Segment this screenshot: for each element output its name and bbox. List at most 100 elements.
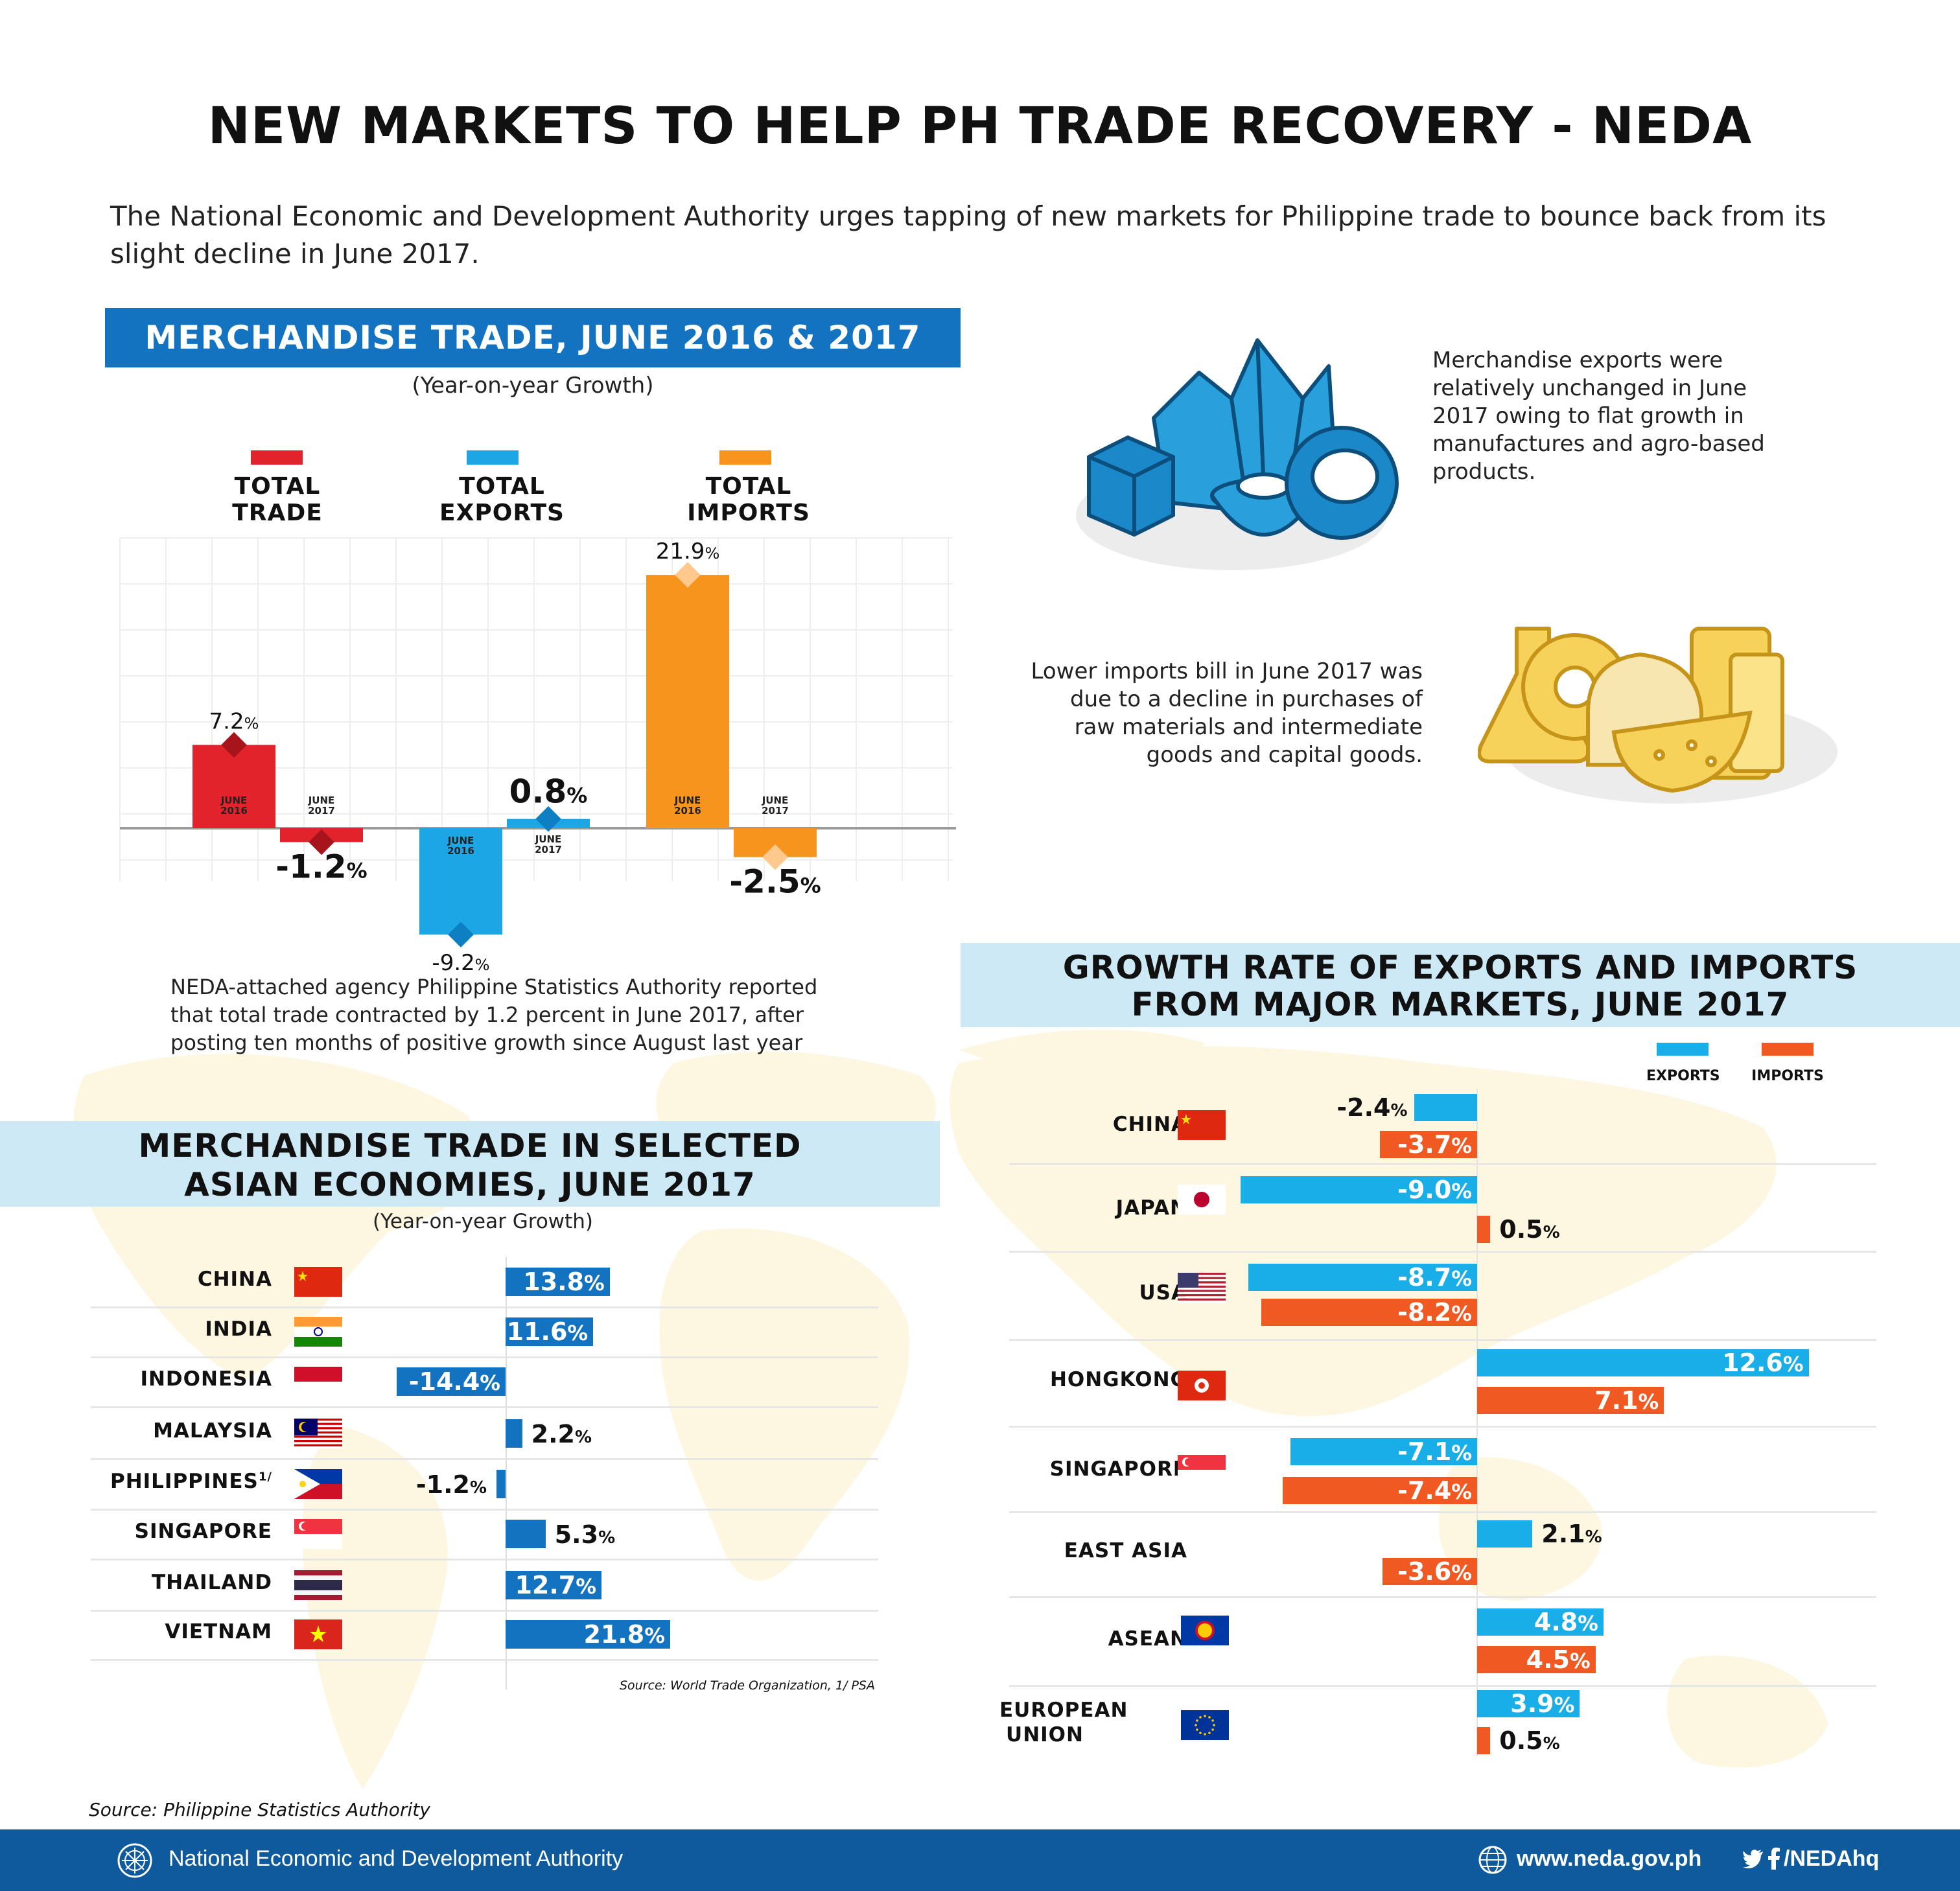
flag-thailand-icon (294, 1570, 342, 1600)
trade-bar-marker-icon (309, 829, 334, 855)
markets-row-label: EUROPEAN UNION (999, 1698, 1128, 1746)
markets-row-label: USA (1139, 1281, 1187, 1305)
markets-row-label: ASEAN (1108, 1627, 1187, 1651)
legend-label: TOTAL EXPORTS (439, 473, 565, 526)
asia-bar (506, 1520, 546, 1548)
trade-chart: 7.2% JUNE 2016 -1.2% JUNE 2017 -9.2% JUNE 2016 0.… (119, 537, 956, 976)
markets-bar-imports-value-label: -3.6% (1397, 1557, 1472, 1586)
asia-row-separator (91, 1356, 878, 1358)
asia-chart-source: Source: World Trade Organization, 1/ PSA (619, 1678, 875, 1693)
legend-label: EXPORTS (1646, 1068, 1720, 1084)
legend-swatch (1762, 1043, 1814, 1056)
imports-illustration (1478, 627, 1838, 804)
asia-bar (506, 1317, 594, 1346)
page-title: NEW MARKETS TO HELP PH TRADE RECOVERY - … (207, 97, 1753, 156)
asia-bar-value-label: 12.7% (515, 1571, 596, 1599)
exports-illustration (1076, 338, 1399, 570)
flag-asean-icon (1181, 1616, 1229, 1645)
markets-chart: CHINA -2.4% -3.7% JAPAN -9.0% 0.5% USA -8.7% -8.… (961, 1089, 1960, 1776)
markets-bar-exports-value-label: -7.1% (1397, 1437, 1472, 1466)
markets-row-separator (1009, 1426, 1876, 1428)
imports-info-text: Lower imports bill in June 2017 was due … (1031, 658, 1423, 768)
legend-swatch (467, 450, 519, 465)
markets-row-label: CHINA (1112, 1112, 1187, 1136)
markets-bar-imports-value-label: 0.5% (1499, 1215, 1560, 1244)
markets-bar-exports-value-label: 2.1% (1541, 1520, 1602, 1548)
markets-bar-imports-value-label: -8.2% (1397, 1298, 1472, 1327)
flag-singapore-icon (1178, 1455, 1226, 1485)
trade-bar-total-exports-2016 (419, 828, 502, 935)
asia-bar (397, 1367, 506, 1396)
flag-china-icon (1178, 1110, 1226, 1140)
markets-row-separator (1009, 1511, 1876, 1513)
footer-website-link[interactable]: www.neda.gov.ph (1517, 1846, 1702, 1871)
markets-bar-exports (1414, 1094, 1477, 1121)
markets-bar-imports-value-label: -7.4% (1397, 1476, 1472, 1505)
flag-india-icon (294, 1317, 342, 1347)
flag-indonesia-icon (294, 1367, 342, 1397)
asia-row-label: VIETNAM (165, 1620, 272, 1643)
flag-european-union-icon (1181, 1710, 1229, 1740)
asia-chart-subtitle: (Year-on-year Growth) (372, 1210, 594, 1233)
markets-bar-imports-value-label: 0.5% (1499, 1726, 1560, 1755)
markets-bar-imports (1477, 1216, 1491, 1243)
asia-chart-axis (506, 1257, 507, 1689)
exports-info-text: Merchandise exports were relatively unch… (1432, 347, 1765, 485)
trade-chart-grid (119, 537, 953, 881)
intro-text: The National Economic and Development Au… (110, 200, 1826, 270)
markets-bar-exports (1477, 1349, 1809, 1376)
markets-bar-exports-value-label: 3.9% (1510, 1689, 1575, 1718)
footer-bar: National Economic and Development Author… (0, 1829, 1960, 1891)
coconut-icon (1285, 426, 1399, 540)
markets-bar-exports-value-label: -2.4% (1336, 1093, 1408, 1122)
markets-bar-imports (1477, 1387, 1664, 1414)
trade-bar-period-tag: JUNE 2016 (674, 795, 701, 817)
markets-bar-imports (1282, 1477, 1477, 1504)
flag-malaysia-icon (294, 1419, 342, 1448)
markets-row-separator (1009, 1163, 1876, 1165)
markets-bar-exports-value-label: -9.0% (1397, 1176, 1472, 1204)
markets-bar-exports (1248, 1264, 1477, 1291)
markets-bar-imports-value-label: 7.1% (1594, 1386, 1659, 1415)
asia-bar-value-label: 13.8% (523, 1268, 605, 1296)
markets-bar-exports (1290, 1438, 1477, 1465)
asia-chart-banner: MERCHANDISE TRADE IN SELECTED ASIAN ECON… (0, 1121, 940, 1207)
trade-bar-period-tag: JUNE 2017 (762, 795, 789, 817)
markets-row-separator (1009, 1251, 1876, 1253)
asia-bar-value-label: -1.2% (415, 1470, 487, 1499)
markets-bar-exports (1477, 1608, 1604, 1636)
trade-chart-note: NEDA-attached agency Philippine Statisti… (170, 975, 818, 1055)
trade-chart-banner: MERCHANDISE TRADE, JUNE 2016 & 2017 (105, 308, 961, 367)
asia-chart: CHINA 13.8% INDIA 11.6% INDONESIA -14.4% MALAY… (0, 1231, 940, 1689)
twitter-icon[interactable] (1742, 1849, 1764, 1868)
markets-chart-axis (1476, 1089, 1478, 1756)
asia-bar (506, 1571, 601, 1599)
flag-usa-icon (1178, 1273, 1226, 1303)
markets-row-label: JAPAN (1115, 1196, 1187, 1220)
markets-bar-imports (1379, 1131, 1477, 1158)
asia-bar-value-label: 21.8% (583, 1620, 665, 1649)
legend-label: TOTAL IMPORTS (687, 473, 810, 526)
neda-seal-icon (117, 1843, 152, 1878)
facebook-icon[interactable] (1767, 1848, 1781, 1870)
asia-row-label: INDONESIA (140, 1367, 272, 1391)
markets-row-separator (1009, 1339, 1876, 1341)
footer-social-handle[interactable]: /NEDAhq (1784, 1846, 1880, 1871)
asia-row-separator (91, 1610, 878, 1612)
asia-row-label: SINGAPORE (134, 1520, 272, 1543)
flag-china-icon (294, 1267, 342, 1297)
trade-bar-value-label: 7.2% (209, 708, 259, 734)
footer-org-name: National Economic and Development Author… (169, 1846, 624, 1871)
markets-bar-exports-value-label: 12.6% (1722, 1349, 1804, 1377)
markets-bar-exports (1240, 1176, 1477, 1203)
flag-japan-icon (1178, 1185, 1226, 1214)
markets-row-label: EAST ASIA (1064, 1539, 1187, 1562)
markets-bar-exports (1477, 1690, 1580, 1717)
asia-row-footnote-mark: 1/ (258, 1470, 272, 1484)
markets-bar-imports (1477, 1727, 1491, 1754)
markets-chart-title-line2: FROM MAJOR MARKETS, JUNE 2017 (1131, 986, 1790, 1023)
legend-swatch (251, 450, 303, 465)
trade-bar-total-trade-2016 (192, 745, 275, 828)
flag-hongkong-icon (1178, 1371, 1226, 1400)
